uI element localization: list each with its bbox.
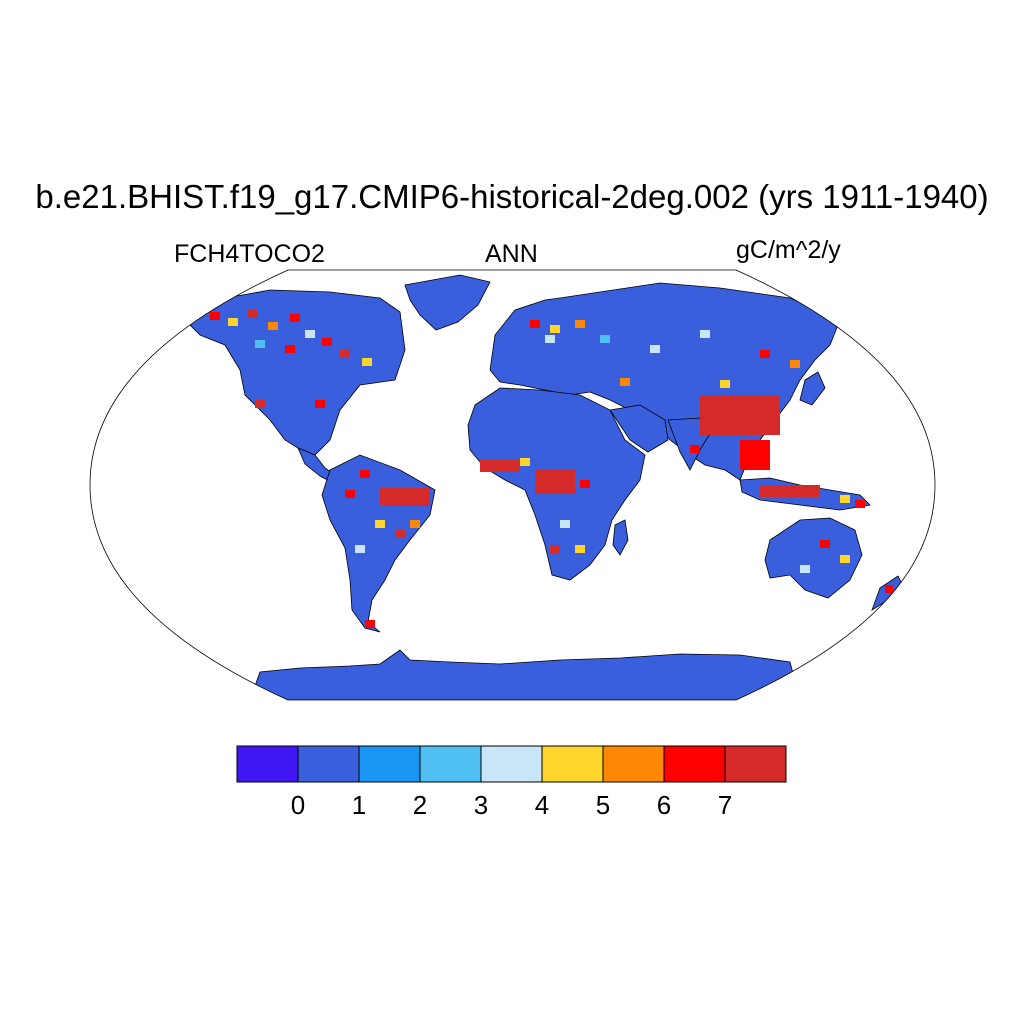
colorbar xyxy=(236,745,787,783)
plot-title: b.e21.BHIST.f19_g17.CMIP6-historical-2de… xyxy=(35,178,989,215)
colorbar-swatch xyxy=(480,745,543,783)
antarctica-land xyxy=(249,649,801,700)
flux-hotspots xyxy=(210,310,893,628)
colorbar-tick-label: 4 xyxy=(534,790,550,820)
colorbar-tick-label: 0 xyxy=(290,790,306,820)
colorbar-swatch xyxy=(602,745,665,783)
units-label: gC/m^2/y xyxy=(736,236,841,264)
arabia-land xyxy=(609,404,669,453)
madagascar-land xyxy=(612,519,629,556)
colorbar-swatch xyxy=(297,745,360,783)
map-outline xyxy=(89,269,936,701)
colorbar-swatch xyxy=(541,745,604,783)
colorbar-swatch xyxy=(358,745,421,783)
colorbar-tick-label: 1 xyxy=(351,790,367,820)
north-america-land xyxy=(184,289,406,456)
colorbar-tick-label: 6 xyxy=(656,790,672,820)
colorbar-swatch xyxy=(236,745,299,783)
variable-label: FCH4TOCO2 xyxy=(174,240,325,268)
greenland-land xyxy=(404,274,491,331)
land-layer xyxy=(184,274,903,700)
australia-land xyxy=(764,517,863,599)
colorbar-tick-label: 3 xyxy=(473,790,489,820)
colorbar-tick-label: 7 xyxy=(717,790,733,820)
colorbar-swatch xyxy=(724,745,787,783)
colorbar-tick-label: 2 xyxy=(412,790,428,820)
japan-land xyxy=(799,371,826,406)
south-america-land xyxy=(321,454,436,633)
colorbar-swatch xyxy=(419,745,482,783)
colorbar-tick-label: 5 xyxy=(595,790,611,820)
colorbar-swatch xyxy=(663,745,726,783)
season-label: ANN xyxy=(485,240,538,268)
